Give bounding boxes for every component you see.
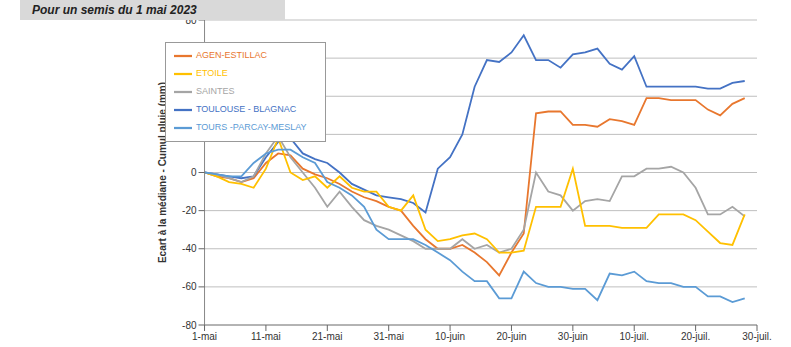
svg-text:10-juil.: 10-juil. — [619, 331, 648, 342]
svg-text:20: 20 — [185, 129, 197, 140]
svg-text:-40: -40 — [182, 243, 197, 254]
svg-text:30-juil.: 30-juil. — [742, 331, 771, 342]
svg-text:0: 0 — [191, 167, 197, 178]
svg-text:21-mai: 21-mai — [312, 331, 343, 342]
html-text:AGEN-ESTILLAC: AGEN-ESTILLAC — [196, 50, 267, 61]
svg-text:-80: -80 — [182, 320, 197, 331]
html-text:Pour un semis du 1 mai 2023: Pour un semis du 1 mai 2023 — [32, 3, 197, 17]
html-text:TOURS -PARCAY-MESLAY: TOURS -PARCAY-MESLAY — [196, 122, 307, 133]
html-text:SAINTES: SAINTES — [196, 86, 235, 97]
svg-text:20-juil.: 20-juil. — [681, 331, 710, 342]
svg-text:80: 80 — [185, 14, 197, 26]
svg-text:-20: -20 — [182, 205, 197, 216]
svg-text:20-juin: 20-juin — [496, 331, 526, 342]
svg-text:30-juin: 30-juin — [558, 331, 588, 342]
html-text:ETOILE: ETOILE — [196, 68, 228, 79]
svg-text:31-mai: 31-mai — [373, 331, 404, 342]
svg-text:1-mai: 1-mai — [192, 331, 217, 342]
html-text:TOULOUSE - BLAGNAC: TOULOUSE - BLAGNAC — [196, 104, 297, 115]
svg-text:Ecart à la médiane - Cumul plu: Ecart à la médiane - Cumul pluie (mm) — [157, 82, 168, 263]
svg-text:10-juin: 10-juin — [435, 331, 465, 342]
svg-text:60: 60 — [185, 53, 197, 64]
svg-text:-60: -60 — [182, 281, 197, 292]
svg-text:11-mai: 11-mai — [251, 331, 281, 342]
svg-text:40: 40 — [185, 91, 197, 102]
